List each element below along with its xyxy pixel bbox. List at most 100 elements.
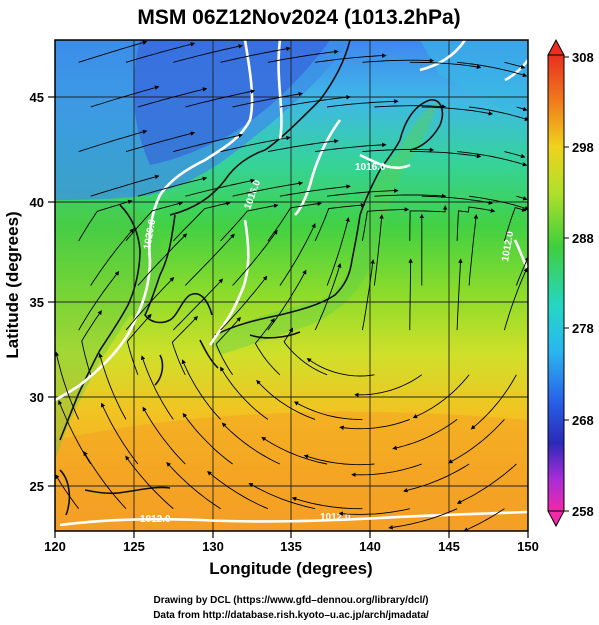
streamline-85	[339, 418, 410, 430]
streamline-66	[362, 58, 435, 63]
streamline-73	[306, 358, 375, 377]
streamline-63	[256, 379, 316, 420]
streamline-107	[448, 419, 505, 464]
streamline-68	[362, 147, 435, 153]
streamline-36	[232, 181, 304, 197]
streamline-49	[279, 223, 316, 286]
x-tick-label: 150	[517, 539, 539, 554]
cold-core	[133, 40, 330, 165]
isobars	[55, 40, 528, 527]
streamline-67	[374, 104, 447, 109]
streamline-21	[83, 451, 127, 510]
streamline-84	[354, 374, 423, 398]
x-tick-label: 140	[359, 539, 381, 554]
streamline-30	[140, 355, 174, 420]
streamline-51	[254, 318, 281, 376]
streamline-8	[55, 351, 80, 420]
plot-area: 1016.0 1016.0 1020.0 1012.0 1012.0 1012.…	[55, 40, 528, 531]
streamline-60	[326, 217, 350, 286]
x-tick-label: 135	[280, 539, 302, 554]
streamline-99	[504, 61, 526, 69]
streamline-79	[409, 151, 482, 159]
contour-label-5: 1012.0	[320, 512, 351, 523]
streamline-53	[221, 422, 281, 465]
streamline-18	[126, 313, 152, 375]
streamline-75	[303, 454, 375, 466]
streamline-41	[181, 359, 221, 420]
chart-title: MSM 06Z12Nov2024 (1013.2hPa)	[137, 6, 460, 29]
streamline-19	[98, 352, 127, 420]
contour-label-6: 1012.0	[500, 230, 516, 262]
streamline-74	[293, 401, 363, 420]
streamline-37	[220, 203, 279, 242]
streamline-95	[412, 374, 470, 419]
y-tick-label: 30	[30, 390, 44, 405]
streamline-57	[315, 142, 387, 153]
streamlines	[55, 40, 528, 531]
grid	[55, 40, 528, 531]
colorbar-tick-label: 268	[572, 413, 594, 428]
streamline-3	[90, 174, 160, 197]
streamline-78	[421, 106, 494, 116]
streamline-72	[361, 259, 375, 331]
streamline-44	[267, 49, 339, 63]
streamline-10	[55, 474, 80, 509]
colorbar-tick-label: 258	[572, 504, 594, 519]
colorbar-tick-label: 278	[572, 321, 594, 336]
streamline-109	[463, 508, 505, 531]
colorbar-tick-label: 298	[572, 140, 594, 155]
streamline-38	[232, 229, 278, 286]
coastlines	[59, 40, 444, 516]
x-axis-label: Longitude (degrees)	[209, 559, 372, 578]
x-tick-label: 145	[438, 539, 460, 554]
streamline-69	[374, 193, 447, 199]
streamline-7	[81, 310, 102, 375]
streamline-28	[172, 278, 224, 331]
streamline-101	[504, 151, 526, 159]
streamline-2	[78, 129, 148, 153]
streamline-81	[409, 205, 448, 241]
y-tick-label: 40	[30, 195, 44, 210]
streamline-90	[457, 151, 528, 167]
colorbar: 308 298 288 278 268 258	[547, 38, 594, 528]
streamline-46	[267, 138, 339, 153]
colorbar-bottom-arrow	[547, 510, 565, 528]
streamline-35	[220, 135, 291, 153]
contour-label-3: 1020.0	[142, 218, 158, 250]
streamline-104	[515, 256, 528, 286]
streamline-1	[90, 85, 160, 108]
streamline-20	[100, 402, 139, 465]
x-tick-label: 125	[123, 539, 145, 554]
streamline-40	[215, 316, 242, 376]
streamline-106	[470, 374, 517, 430]
streamline-83	[408, 258, 413, 331]
colorbar-tick-label: 308	[572, 50, 594, 65]
streamline-102	[516, 195, 528, 201]
credit-data: Data from http://database.rish.kyoto–u.a…	[153, 610, 429, 621]
streamline-13	[125, 131, 196, 153]
streamline-65	[248, 483, 316, 510]
streamline-100	[516, 106, 528, 112]
streamline-22	[173, 44, 244, 63]
streamline-0	[78, 40, 148, 63]
x-tick-label: 120	[44, 539, 66, 554]
streamline-26	[172, 201, 231, 242]
colorbar-tick-label: 288	[572, 231, 594, 246]
streamline-56	[327, 99, 399, 108]
streamline-4	[78, 199, 133, 242]
y-axis-label: Latitude (degrees)	[3, 211, 22, 358]
streamline-23	[185, 89, 256, 108]
streamline-59	[314, 202, 366, 242]
streamline-45	[279, 95, 351, 108]
streamline-105	[503, 267, 528, 331]
streamline-108	[456, 463, 517, 504]
contour-label-2: 1016.0	[355, 162, 386, 173]
y-tick-label: 35	[30, 295, 44, 310]
streamline-98	[388, 508, 458, 530]
colorbar-top-arrow	[547, 38, 565, 56]
streamline-89	[469, 106, 528, 122]
warm-region	[55, 411, 528, 531]
streamline-54	[207, 470, 269, 510]
streamline-48	[267, 201, 322, 242]
streamline-5	[90, 228, 134, 286]
